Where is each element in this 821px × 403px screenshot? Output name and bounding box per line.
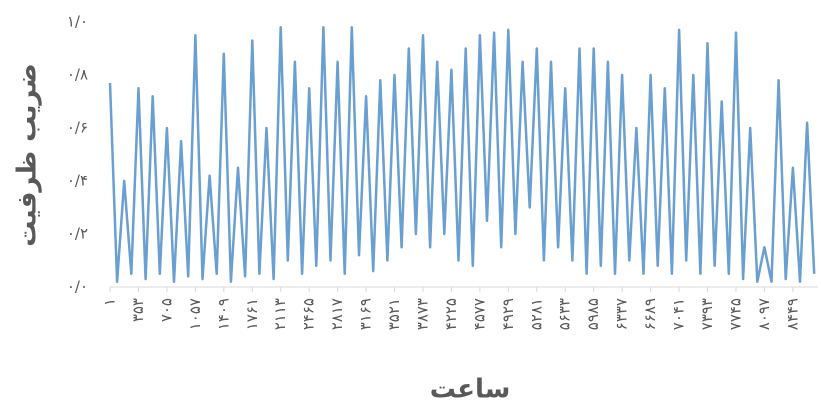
y-tick-label: ۰/۸ — [67, 66, 88, 84]
x-tick-label: ۳۵۲۱ — [385, 298, 403, 330]
x-tick-label: ۴۹۲۹ — [499, 298, 517, 330]
x-tick-label: ۲۴۶۵ — [300, 298, 318, 330]
x-tick-label: ۶۳۳۷ — [613, 298, 631, 330]
x-tick-label: ۲۱۱۳ — [271, 298, 289, 330]
y-tick-label: ۰/۴ — [67, 172, 88, 190]
y-tick-label: ۰/۶ — [67, 119, 88, 137]
x-tick-label: ۳۱۶۹ — [357, 298, 375, 330]
x-tick-label: ۸۴۴۹ — [783, 298, 801, 330]
line-series — [108, 26, 816, 283]
x-tick-label: ۱ — [101, 298, 119, 306]
x-tick-label: ۱۴۰۹ — [214, 298, 232, 330]
y-axis-title: ضریب ظرفیت — [13, 63, 43, 246]
x-tick-label: ۸۰۹۷ — [755, 298, 773, 330]
x-tick-label: ۷۷۴۵ — [726, 298, 744, 330]
x-tick-label: ۴۵۷۷ — [470, 298, 488, 330]
x-tick-label: ۱۷۶۱ — [243, 298, 261, 330]
x-tick-label: ۶۶۸۹ — [641, 298, 659, 330]
y-tick-label: ۰/۲ — [67, 225, 88, 243]
x-tick-label: ۷۰۵ — [157, 298, 175, 322]
x-tick-label: ۳۸۷۳ — [413, 298, 431, 330]
x-axis-title: ساعت — [430, 375, 511, 403]
x-tick-label: ۱۰۵۷ — [186, 298, 204, 330]
x-tick-label: ۳۵۳ — [129, 298, 147, 322]
x-tick-label: ۵۹۸۵ — [584, 298, 602, 330]
x-tick-label: ۴۲۲۵ — [442, 298, 460, 330]
x-tick-label: ۵۲۸۱ — [527, 298, 545, 330]
x-tick-label: ۵۶۳۳ — [556, 298, 574, 330]
x-tick-label: ۷۰۴۱ — [670, 298, 688, 330]
x-tick-label: ۲۸۱۷ — [328, 298, 346, 330]
y-tick-label: ۰/۰ — [67, 278, 88, 296]
y-tick-label: ۱/۰ — [67, 13, 88, 31]
x-tick-label: ۷۳۹۳ — [698, 298, 716, 330]
